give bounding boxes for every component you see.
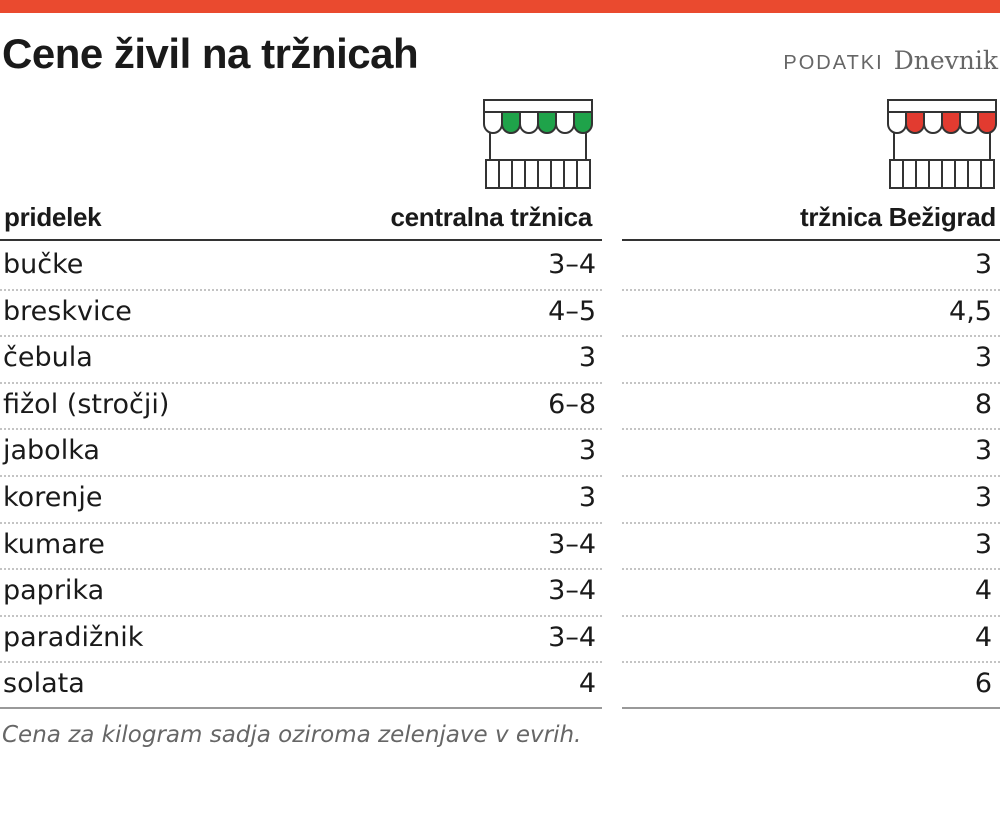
market-stall-red-icon	[887, 99, 997, 189]
produce-name: bučke	[3, 249, 84, 280]
table-row: breskvice 4–5 4,5	[0, 290, 1000, 337]
central-price: 4–5	[548, 295, 596, 327]
header-rule-left	[0, 239, 602, 241]
table-row: fižol (stročji) 6–8 8	[0, 383, 1000, 430]
row-divider	[0, 335, 602, 338]
table-row: čebula 3 3	[0, 336, 1000, 383]
row-divider	[0, 475, 602, 477]
bezigrad-price: 3	[974, 342, 992, 374]
bezigrad-price: 4,5	[949, 295, 992, 327]
produce-name: breskvice	[3, 295, 132, 327]
table-row: kumare 3–4 3	[0, 523, 1000, 570]
table-row: paradižnik 3–4 4	[0, 616, 1000, 663]
source-label: PODATKI	[783, 52, 884, 74]
brand-name: Dnevnik	[893, 46, 998, 75]
produce-name: kumare	[3, 528, 105, 560]
row-divider	[622, 521, 1000, 524]
row-divider	[0, 568, 602, 571]
produce-name: čebula	[3, 342, 93, 374]
central-price: 3	[578, 435, 596, 467]
central-price: 3–4	[548, 528, 596, 560]
row-divider	[622, 288, 1000, 291]
column-header-produce: pridelek	[4, 202, 102, 232]
bezigrad-price: 3	[974, 482, 992, 513]
column-header-central: centralna tržnica	[390, 202, 592, 232]
row-divider	[622, 614, 1000, 617]
table-row: bučke 3–4 3	[0, 243, 1000, 290]
produce-name: paradižnik	[3, 621, 144, 653]
page-title: Cene živil na tržnicah	[2, 30, 419, 77]
row-divider	[0, 521, 602, 524]
bezigrad-price: 4	[974, 621, 992, 653]
produce-name: solata	[3, 668, 85, 700]
row-divider	[0, 288, 602, 291]
row-divider	[622, 661, 1000, 664]
row-divider	[622, 428, 1000, 431]
footnote: Cena za kilogram sadja oziroma zelenjave…	[2, 722, 582, 748]
row-divider	[622, 568, 1000, 571]
row-divider	[0, 661, 602, 664]
table-row: solata 4 6	[0, 662, 1000, 709]
central-price: 3–4	[548, 621, 596, 653]
bottom-rule-left	[0, 707, 602, 709]
table-row: korenje 3 3	[0, 476, 1000, 523]
central-price: 3–4	[548, 249, 596, 280]
row-divider	[0, 614, 602, 617]
central-price: 3	[578, 342, 596, 374]
column-header-bezigrad: tržnica Bežigrad	[799, 202, 996, 232]
row-divider	[622, 475, 1000, 477]
produce-name: jabolka	[3, 435, 100, 467]
header-rule-right	[622, 239, 1000, 241]
central-price: 6–8	[548, 388, 596, 420]
central-price: 3	[578, 482, 596, 513]
bezigrad-price: 4	[974, 575, 992, 607]
row-divider	[622, 335, 1000, 338]
accent-bar	[0, 0, 1000, 13]
produce-name: fižol (stročji)	[3, 388, 170, 420]
table-row: paprika 3–4 4	[0, 569, 1000, 616]
bezigrad-price: 3	[974, 435, 992, 467]
row-divider	[622, 381, 1000, 384]
produce-name: paprika	[3, 575, 105, 607]
central-price: 4	[578, 668, 596, 700]
market-stall-green-icon	[483, 99, 593, 189]
source-credit: PODATKI Dnevnik	[783, 46, 998, 75]
bezigrad-price: 6	[974, 668, 992, 700]
bottom-rule-right	[622, 707, 1000, 709]
row-divider	[0, 381, 602, 384]
bezigrad-price: 3	[974, 249, 992, 280]
central-price: 3–4	[548, 575, 596, 607]
produce-name: korenje	[3, 482, 103, 513]
bezigrad-price: 3	[974, 528, 992, 560]
bezigrad-price: 8	[974, 388, 992, 420]
table-row: jabolka 3 3	[0, 429, 1000, 476]
row-divider	[0, 428, 602, 431]
